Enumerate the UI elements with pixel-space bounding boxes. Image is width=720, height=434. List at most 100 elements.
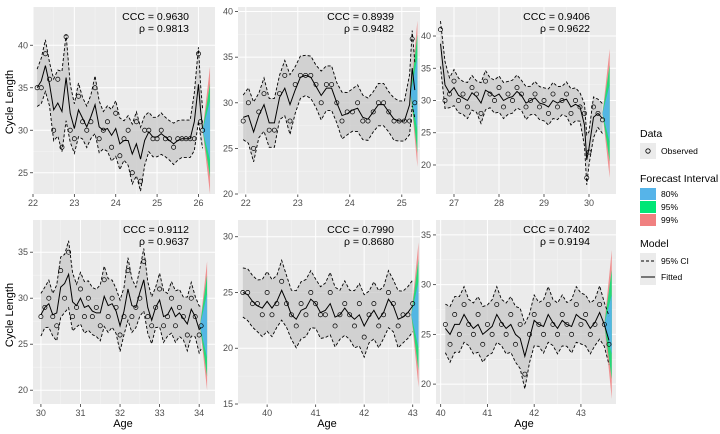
legend-forecast-99-swatch [640, 214, 656, 226]
y-tick-label: 35 [421, 230, 431, 240]
observed-point [442, 321, 448, 327]
rho-annotation: ρ = 0.9482 [344, 23, 394, 35]
observed-point [587, 331, 593, 337]
observed-points [240, 278, 416, 340]
observed-point [266, 127, 272, 133]
observed-point [245, 290, 251, 295]
y-tick-label: 20 [223, 343, 233, 353]
y-tick-label: 20 [18, 385, 28, 395]
y-tick-label: 35 [223, 52, 233, 62]
legend-forecast-99-label: 99% [661, 215, 678, 225]
observed-point [503, 331, 509, 337]
observed-point [592, 321, 598, 327]
y-tick-label: 30 [223, 98, 233, 108]
observed-point [129, 314, 135, 320]
observed-point [360, 118, 366, 124]
observed-point [274, 301, 280, 307]
observed-point [541, 331, 546, 337]
observed-point [365, 118, 371, 124]
observed-point [342, 301, 348, 307]
ci-upper-line [36, 34, 204, 129]
observed-point [591, 104, 596, 110]
observed-point [172, 323, 178, 329]
observed-point [66, 249, 72, 255]
observed-point [550, 321, 556, 327]
observed-point [337, 312, 343, 318]
observed-point [198, 323, 204, 329]
observed-point [545, 302, 551, 307]
observed-point [171, 144, 177, 150]
x-tick-label: 42 [529, 408, 539, 418]
y-tick-label: 35 [18, 247, 28, 257]
observed-point [505, 91, 511, 97]
observed-point [329, 82, 335, 87]
observed-point [58, 268, 64, 274]
observed-point [375, 100, 381, 106]
x-tick-label: 27 [449, 198, 459, 208]
fitted-line [243, 68, 416, 134]
forecast-interval-80 [604, 294, 612, 355]
legend-ci-label: 95% CI [661, 256, 689, 266]
forecast-interval-80 [411, 281, 419, 349]
observed-point [254, 301, 260, 307]
observed-point [47, 76, 52, 82]
forecast-interval-80 [202, 100, 211, 160]
observed-point [176, 304, 182, 310]
observed-point [489, 331, 495, 337]
ci-upper-line [242, 258, 414, 296]
observed-point [59, 144, 65, 150]
fitted-line [40, 272, 202, 331]
observed-point [601, 321, 607, 327]
observed-point [125, 268, 131, 274]
x-tick-label: 29 [539, 198, 549, 208]
ci-lower-line [440, 66, 603, 185]
observed-point [508, 312, 514, 317]
observed-point [578, 321, 584, 327]
observed-point [546, 110, 551, 116]
observed-point [474, 91, 479, 97]
observed-point [559, 312, 565, 317]
ccc-annotation: CCC = 0.7402 [523, 224, 590, 236]
observed-point [96, 136, 102, 142]
observed-point [288, 312, 294, 318]
observed-point [555, 104, 560, 110]
observed-point [54, 323, 60, 329]
x-tick-label: 26 [193, 198, 203, 208]
observed-point [522, 371, 528, 377]
observed-points [240, 36, 418, 151]
observed-point [577, 104, 583, 110]
legend-forecast-95-swatch [640, 201, 656, 213]
observed-point [293, 323, 299, 329]
rho-annotation: ρ = 0.9194 [540, 236, 590, 248]
y-tick-label: 40 [421, 31, 431, 41]
observed-point [438, 27, 443, 33]
observed-point [117, 153, 123, 159]
ccc-annotation: CCC = 0.9406 [523, 11, 590, 23]
observed-point [480, 341, 486, 347]
observed-point [584, 175, 590, 181]
ccc-annotation: CCC = 0.7990 [327, 224, 394, 236]
observed-point [313, 82, 319, 87]
observed-point [412, 100, 418, 106]
x-tick-label: 28 [494, 198, 504, 208]
observed-point [456, 98, 461, 103]
observed-point [85, 295, 91, 301]
forecast-fan [411, 242, 419, 388]
observed-point [133, 119, 139, 125]
legend-data-title: Data [640, 128, 662, 140]
observed-point [169, 295, 174, 301]
observed-point [256, 109, 262, 115]
observed-point [167, 136, 172, 142]
observed-point [109, 295, 115, 301]
observed-point [196, 51, 201, 57]
observed-point [600, 117, 605, 123]
ccc-annotation: CCC = 0.9112 [123, 224, 189, 236]
observed-point [452, 312, 458, 317]
observed-point [366, 312, 372, 318]
ci-upper-line [445, 284, 610, 325]
observed-point [470, 331, 476, 337]
forecast-interval-80 [602, 84, 610, 143]
